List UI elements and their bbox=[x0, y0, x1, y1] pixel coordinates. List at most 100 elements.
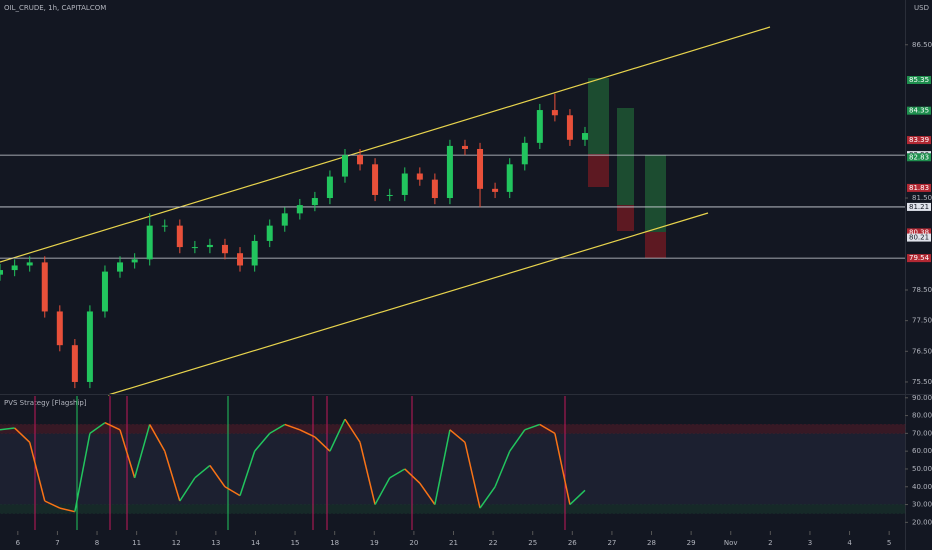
x-tick-label: 15 bbox=[291, 539, 300, 547]
target-box bbox=[588, 78, 609, 154]
stop-box bbox=[617, 205, 634, 231]
indicator-segment bbox=[539, 423, 556, 435]
candle-body bbox=[281, 213, 288, 226]
x-tick-label: 29 bbox=[687, 539, 696, 547]
indicator-segment bbox=[284, 423, 301, 431]
y-tick-label: 81.50 bbox=[912, 194, 932, 202]
price-tag-label: 84.35 bbox=[909, 107, 929, 115]
y-tick-label: 86.50 bbox=[912, 41, 932, 49]
x-tick-label: 8 bbox=[95, 539, 99, 547]
y-tick-label: 75.50 bbox=[912, 378, 932, 386]
price-tag-box bbox=[907, 202, 931, 211]
candle-body bbox=[446, 145, 453, 199]
candle-body bbox=[41, 262, 48, 312]
y-tick-label: 77.50 bbox=[912, 317, 932, 325]
x-tick-label: 13 bbox=[211, 539, 220, 547]
candle-body bbox=[101, 271, 108, 312]
indicator-segment bbox=[28, 442, 46, 502]
x-tick-label: 11 bbox=[132, 539, 141, 547]
indicator-segment bbox=[299, 429, 316, 438]
x-tick-label: 22 bbox=[489, 539, 498, 547]
y-tick-label: 78.50 bbox=[912, 286, 932, 294]
candle-body bbox=[237, 253, 244, 266]
price-tag-box bbox=[907, 136, 931, 145]
y2-tick-label: 60.00 bbox=[912, 447, 932, 455]
x-tick-label: 4 bbox=[847, 539, 852, 547]
candle-body bbox=[26, 262, 33, 266]
candle-body bbox=[11, 265, 18, 271]
x-tick-label: 2 bbox=[768, 539, 772, 547]
indicator-segment bbox=[224, 486, 241, 497]
price-tag: 80.38 bbox=[907, 228, 931, 237]
y-tick-label: 76.50 bbox=[912, 347, 932, 355]
price-tag: 79.54 bbox=[907, 254, 931, 263]
indicator-segment bbox=[59, 507, 76, 513]
y2-tick-label: 20.00 bbox=[912, 518, 932, 526]
indicator-segment bbox=[374, 477, 391, 505]
indicator-segment bbox=[14, 427, 31, 443]
indicator-mid-zone bbox=[0, 433, 905, 505]
candle-body bbox=[176, 225, 183, 248]
candle-body bbox=[341, 155, 348, 177]
price-tag-label: 79.54 bbox=[909, 254, 930, 262]
indicator-segment bbox=[254, 432, 271, 452]
indicator-segment bbox=[149, 424, 166, 452]
candle-body bbox=[311, 198, 318, 206]
indicator-segment bbox=[464, 442, 481, 509]
price-tag-label: 85.35 bbox=[909, 76, 929, 84]
candle-body bbox=[386, 194, 393, 196]
y2-tick-label: 70.00 bbox=[912, 429, 932, 437]
candle-body bbox=[296, 205, 303, 214]
price-tag: 83.39 bbox=[907, 136, 931, 145]
indicator-segment bbox=[269, 423, 286, 435]
candle-body bbox=[326, 176, 333, 199]
indicator-segment bbox=[569, 489, 586, 506]
candle-body bbox=[0, 270, 3, 275]
indicator-segment bbox=[359, 442, 376, 505]
chart-title: OIL_CRUDE, 1h, CAPITALCOM bbox=[4, 4, 106, 12]
indicator-segment bbox=[479, 486, 496, 509]
candle-body bbox=[161, 225, 168, 227]
candle-body bbox=[86, 311, 93, 382]
x-tick-label: 12 bbox=[172, 539, 181, 547]
candle-body bbox=[221, 244, 228, 254]
x-tick-label: 18 bbox=[330, 539, 339, 547]
x-tick-label: 19 bbox=[370, 539, 379, 547]
indicator-segment bbox=[44, 500, 61, 509]
indicator-segment bbox=[494, 450, 511, 488]
x-tick-label: Nov bbox=[724, 539, 738, 547]
candle-body bbox=[492, 188, 499, 192]
x-tick-label: 25 bbox=[528, 539, 537, 547]
indicator-segment bbox=[419, 482, 436, 505]
candle-body bbox=[71, 345, 78, 382]
price-tag-box bbox=[907, 183, 931, 192]
x-tick-label: 3 bbox=[808, 539, 812, 547]
target-box bbox=[645, 155, 666, 232]
price-tag-box bbox=[907, 153, 931, 162]
indicator-segment bbox=[104, 422, 121, 431]
indicator-segment bbox=[133, 424, 151, 479]
candle-body bbox=[477, 148, 484, 189]
indicator-segment bbox=[554, 433, 571, 505]
indicator-title: PVS Strategy [Flagship] bbox=[4, 399, 87, 407]
candle-body bbox=[461, 145, 468, 149]
indicator-segment bbox=[434, 429, 451, 505]
trendline bbox=[0, 26, 771, 263]
candle-body bbox=[581, 133, 588, 140]
price-tag: 84.35 bbox=[907, 106, 931, 115]
currency: USD bbox=[914, 4, 929, 12]
indicator-segment bbox=[179, 477, 196, 502]
price-tag-label: 80.38 bbox=[909, 228, 929, 236]
indicator-segment bbox=[119, 429, 136, 479]
candle-body bbox=[536, 110, 543, 143]
candle-body bbox=[357, 155, 364, 165]
candle-body bbox=[372, 164, 379, 195]
price-tag-box bbox=[907, 76, 931, 85]
price-tag-label: 81.83 bbox=[909, 184, 929, 192]
price-tag: 85.35 bbox=[907, 76, 931, 85]
target-box bbox=[617, 108, 634, 205]
indicator-segment bbox=[194, 464, 211, 479]
candle-body bbox=[206, 244, 213, 248]
indicator-segment bbox=[329, 418, 346, 452]
